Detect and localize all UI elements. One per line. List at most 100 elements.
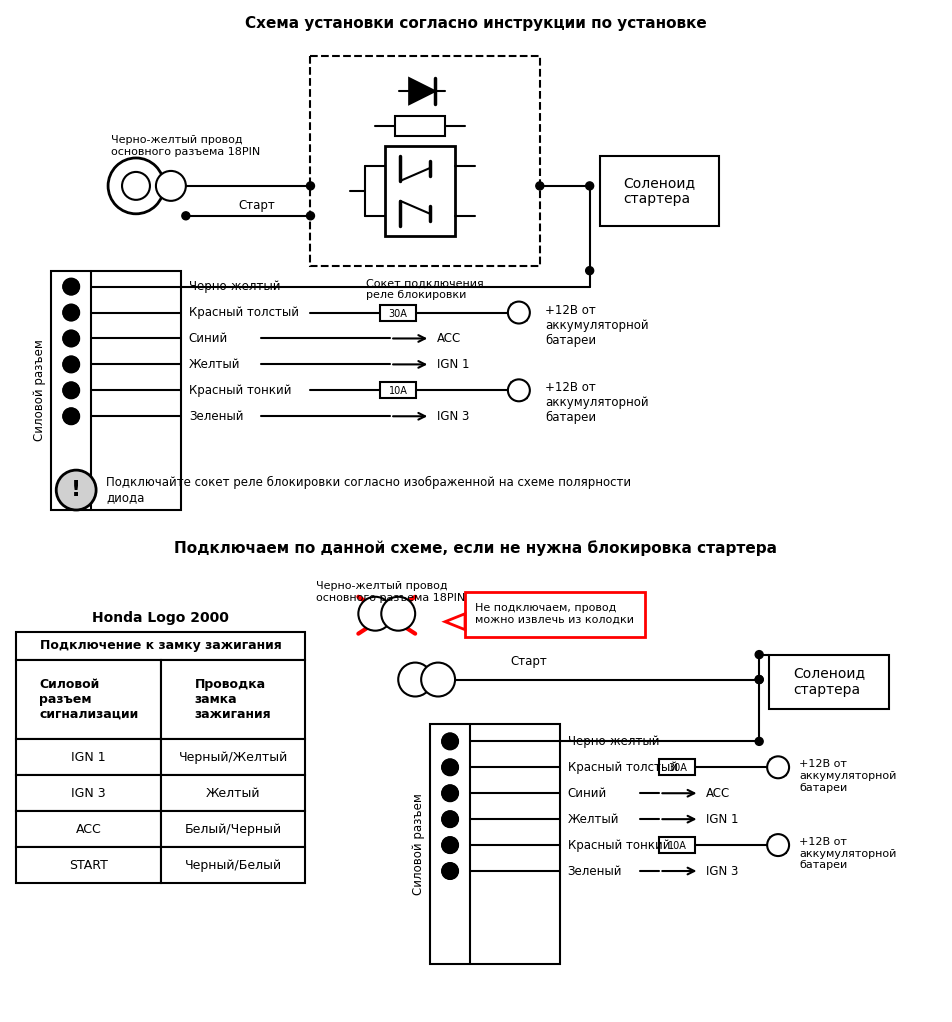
Circle shape	[585, 267, 594, 275]
Text: Старт: Старт	[239, 199, 275, 212]
Text: 10A: 10A	[668, 841, 686, 851]
Bar	[660, 837, 695, 853]
Circle shape	[421, 662, 455, 697]
Text: +12В от
аккумуляторной
батареи: +12В от аккумуляторной батареи	[799, 837, 897, 871]
Bar	[16, 776, 161, 811]
Circle shape	[442, 785, 458, 801]
Circle shape	[442, 811, 458, 827]
Circle shape	[63, 408, 79, 424]
Bar	[16, 847, 161, 883]
Circle shape	[755, 651, 764, 658]
Bar	[16, 659, 161, 739]
Polygon shape	[446, 614, 465, 630]
Text: Синий: Синий	[567, 787, 607, 800]
Text: Желтый: Желтый	[567, 812, 619, 826]
Text: Подключаем по данной схеме, если не нужна блокировка стартера: Подключаем по данной схеме, если не нужн…	[174, 540, 778, 556]
Text: +12В от
аккумуляторной
батареи: +12В от аккумуляторной батареи	[545, 304, 648, 346]
Text: Подключение к замку зажигания: Подключение к замку зажигания	[40, 639, 282, 652]
Bar	[660, 759, 695, 776]
Text: START: START	[69, 858, 109, 872]
Circle shape	[63, 279, 79, 294]
Circle shape	[585, 182, 594, 190]
Text: 30A: 30A	[388, 309, 407, 319]
Text: IGN 3: IGN 3	[71, 787, 106, 800]
Circle shape	[755, 676, 764, 684]
Circle shape	[63, 330, 79, 346]
Circle shape	[508, 379, 530, 402]
Circle shape	[442, 785, 458, 801]
Text: Проводка
замка
зажигания: Проводка замка зажигания	[195, 678, 271, 721]
Circle shape	[56, 470, 96, 510]
Text: Черно-желтый: Черно-желтый	[567, 735, 659, 748]
Bar	[161, 739, 306, 776]
Circle shape	[755, 676, 764, 684]
Text: Черно-желтый провод
основного разъема 18PIN: Черно-желтый провод основного разъема 18…	[111, 135, 260, 156]
Circle shape	[63, 357, 79, 372]
Bar	[769, 655, 889, 709]
Bar	[430, 725, 560, 964]
Circle shape	[63, 408, 79, 424]
Bar	[161, 776, 306, 811]
Circle shape	[442, 811, 458, 827]
Text: Желтый: Желтый	[206, 787, 261, 800]
Bar	[395, 117, 446, 136]
Text: Силовой разъем: Силовой разъем	[411, 793, 425, 895]
Circle shape	[442, 863, 458, 879]
Circle shape	[767, 756, 789, 779]
Circle shape	[442, 734, 458, 749]
Text: Не подключаем, провод
можно извлечь из колодки: Не подключаем, провод можно извлечь из к…	[475, 603, 634, 624]
Text: Схема установки согласно инструкции по установке: Схема установки согласно инструкции по у…	[245, 15, 707, 31]
Text: Черно-желтый провод
основного разъема 18PIN: Черно-желтый провод основного разъема 18…	[316, 580, 465, 603]
Bar	[161, 847, 306, 883]
Text: ACC: ACC	[76, 823, 102, 836]
Bar	[161, 811, 306, 847]
Polygon shape	[409, 78, 435, 104]
Circle shape	[63, 305, 79, 321]
Bar	[16, 811, 161, 847]
Text: Honda Logo 2000: Honda Logo 2000	[92, 611, 229, 624]
Text: Белый/Черный: Белый/Черный	[185, 823, 282, 836]
Text: Зеленый: Зеленый	[188, 410, 244, 423]
Text: Желтый: Желтый	[188, 358, 240, 371]
Text: Соленоид
стартера: Соленоид стартера	[793, 666, 865, 697]
Text: Черный/Желтый: Черный/Желтый	[179, 751, 288, 763]
Circle shape	[358, 597, 392, 631]
Circle shape	[109, 158, 164, 214]
Text: Сокет подключения
реле блокировки: Сокет подключения реле блокировки	[367, 279, 484, 300]
Circle shape	[442, 837, 458, 853]
Circle shape	[508, 301, 530, 324]
Text: ACC: ACC	[437, 332, 462, 345]
Text: IGN 1: IGN 1	[706, 812, 739, 826]
Bar	[310, 56, 540, 266]
Bar	[51, 271, 181, 510]
Text: Зеленый: Зеленый	[567, 865, 623, 878]
Circle shape	[63, 305, 79, 321]
Text: Красный толстый: Красный толстый	[188, 306, 299, 319]
Bar	[161, 659, 306, 739]
Circle shape	[442, 759, 458, 776]
Bar	[600, 156, 720, 226]
Circle shape	[536, 182, 544, 190]
Text: IGN 1: IGN 1	[437, 358, 469, 371]
Circle shape	[182, 212, 189, 220]
Circle shape	[307, 212, 314, 220]
Text: Подключайте сокет реле блокировки согласно изображенной на схеме полярности
диод: Подключайте сокет реле блокировки соглас…	[106, 476, 631, 504]
Circle shape	[122, 172, 150, 200]
Circle shape	[442, 863, 458, 879]
Circle shape	[63, 382, 79, 399]
Circle shape	[442, 837, 458, 853]
Text: Соленоид
стартера: Соленоид стартера	[624, 176, 696, 206]
Text: Синий: Синий	[188, 332, 228, 345]
Text: Красный тонкий: Красный тонкий	[188, 384, 291, 397]
Text: ACC: ACC	[706, 787, 730, 800]
Circle shape	[156, 171, 186, 201]
Bar	[386, 146, 455, 236]
Circle shape	[63, 382, 79, 399]
Text: 10A: 10A	[388, 386, 407, 397]
Text: !: !	[71, 480, 81, 500]
Text: IGN 3: IGN 3	[437, 410, 469, 423]
Circle shape	[442, 734, 458, 749]
Circle shape	[398, 662, 432, 697]
Bar	[380, 305, 416, 321]
Circle shape	[442, 759, 458, 776]
